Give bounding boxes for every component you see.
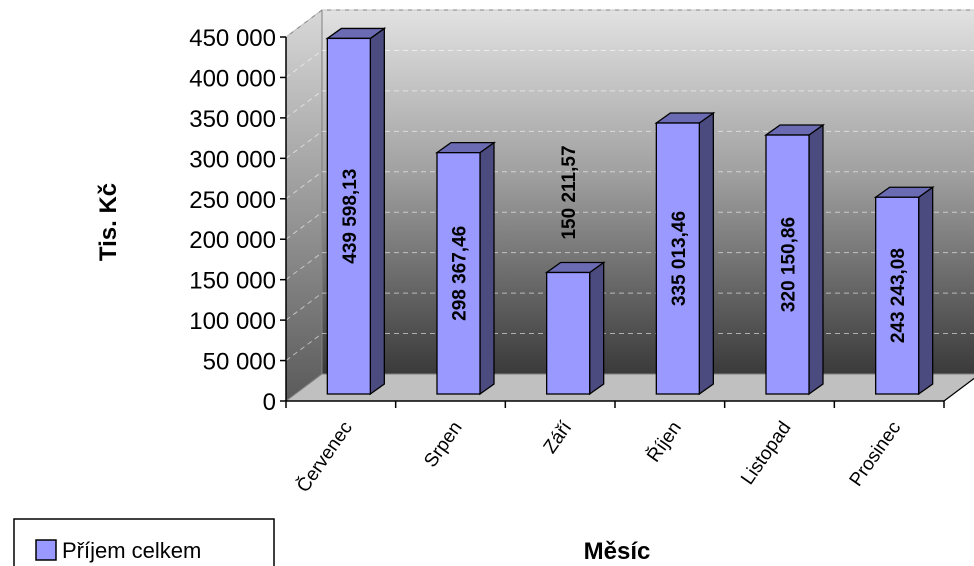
side-wall: [285, 9, 323, 402]
legend: Příjem celkem: [13, 518, 275, 566]
y-tick-label: 50 000: [203, 349, 276, 376]
y-tick-label: 200 000: [189, 227, 276, 254]
bar-value-label: 439 598,13: [340, 169, 361, 264]
bar-4: [654, 111, 716, 396]
gridline: [285, 49, 974, 78]
legend-box: [13, 518, 275, 566]
y-tick-label: 400 000: [189, 65, 276, 92]
plot-walls: [284, 9, 974, 402]
y-tick-label: 150 000: [189, 268, 276, 295]
bar-value-label: 335 013,46: [669, 211, 690, 306]
x-tick-label: Červenec: [292, 417, 357, 496]
back-wall: [321, 9, 974, 375]
y-tick-label: 350 000: [189, 106, 276, 133]
x-axis-edge: [943, 377, 974, 402]
gridline: [285, 333, 974, 361]
bar-3: [544, 261, 606, 396]
bar-front: [875, 196, 920, 395]
gridlines: [285, 9, 974, 361]
gridline: [285, 171, 974, 200]
y-tick-label: 0: [263, 389, 276, 416]
y-tick-label: 250 000: [189, 187, 276, 214]
bar-6: [873, 185, 935, 396]
bar-front: [546, 271, 591, 395]
x-tick-label: Listopad: [737, 418, 795, 489]
x-tick-label: Srpen: [420, 418, 466, 472]
bar-2: [434, 141, 497, 396]
y-axis-ticks: 0 50 000 100 000 150 000 200 000 250 000 300 0…: [189, 25, 287, 416]
bar-side: [808, 123, 824, 396]
gridline: [285, 130, 974, 159]
bar-front: [436, 152, 481, 395]
y-tick-label: 450 000: [189, 25, 276, 52]
gridline: [285, 292, 974, 321]
legend-swatch: [35, 539, 57, 561]
bar-side: [918, 185, 934, 396]
legend-label: Příjem celkem: [62, 538, 201, 563]
bar-side: [369, 27, 385, 396]
bar-5: [763, 123, 826, 396]
x-tick-label: Září: [540, 417, 577, 457]
bars: 439 598,13 298 367,46 150 211,57 335 013,46…: [325, 27, 935, 396]
y-tick-label: 300 000: [189, 146, 276, 173]
y-axis-title: Tis. Kč: [95, 183, 122, 261]
gridline: [285, 252, 974, 281]
bar-1: [325, 27, 387, 396]
bar-side: [479, 141, 495, 396]
bar-value-label: 243 243,08: [888, 248, 909, 343]
bar-front: [765, 134, 810, 395]
gridline: [285, 90, 974, 119]
bar-front: [326, 37, 371, 395]
gridline: [285, 9, 974, 38]
bar-side: [698, 111, 714, 396]
bar-value-label: 320 150,86: [779, 217, 800, 312]
bar-value-label: 298 367,46: [450, 226, 471, 321]
bar-front: [655, 122, 700, 395]
x-axis-title: Měsíc: [584, 538, 651, 565]
x-tick-label: Prosinec: [846, 418, 906, 491]
x-tick-label: Říjen: [642, 417, 685, 466]
gridline: [285, 211, 974, 240]
floor: [284, 373, 974, 402]
bar-side: [589, 261, 605, 396]
y-tick-label: 100 000: [189, 308, 276, 335]
bar-value-label: 150 211,57: [559, 145, 580, 239]
